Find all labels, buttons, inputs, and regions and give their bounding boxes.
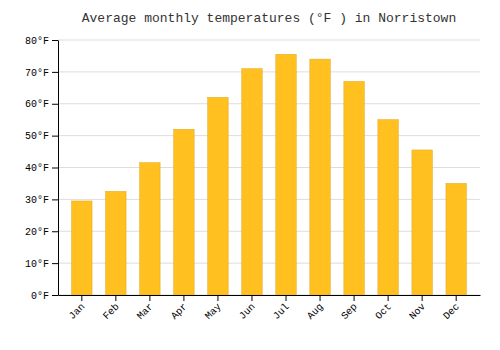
y-tick-label: 40°F [25, 163, 49, 174]
x-tick-label: Apr [169, 301, 190, 322]
x-tick-label: Sep [339, 301, 360, 322]
bar [140, 163, 160, 295]
bar [446, 183, 466, 295]
bar [174, 129, 194, 295]
chart-title: Average monthly temperatures (°F ) in No… [82, 11, 456, 26]
y-tick: 70°F [25, 68, 58, 79]
y-tick: 60°F [25, 99, 58, 110]
x-tick-label: Aug [305, 301, 326, 322]
x-tick-mark [217, 295, 218, 301]
x-tick-mark [81, 295, 82, 301]
x-tick-label: Jul [271, 301, 292, 322]
y-tick-mark [52, 136, 58, 137]
y-tick-label: 70°F [25, 68, 49, 79]
x-tick-mark [251, 295, 252, 301]
y-tick-label: 50°F [25, 131, 49, 142]
y-tick-mark [52, 104, 58, 105]
grid-line [58, 103, 480, 104]
x-tick: Oct [373, 295, 394, 322]
x-tick: Jun [237, 295, 258, 322]
y-tick-mark [52, 199, 58, 200]
x-axis-line [59, 295, 481, 296]
grid-line [58, 71, 480, 72]
y-tick-label: 0°F [31, 291, 49, 302]
x-tick: Mar [135, 295, 156, 322]
x-tick-label: Oct [373, 301, 394, 322]
y-tick: 20°F [25, 227, 58, 238]
bar [208, 97, 228, 295]
x-tick-label: Jan [67, 301, 88, 322]
bar [378, 120, 398, 295]
bar [242, 69, 262, 295]
bar [344, 81, 364, 295]
x-tick-label: Feb [101, 301, 122, 322]
x-tick-mark [149, 295, 150, 301]
y-tick-label: 20°F [25, 227, 49, 238]
y-tick-mark [52, 295, 58, 296]
x-tick: Dec [441, 295, 462, 322]
y-tick: 10°F [25, 259, 58, 270]
y-tick: 80°F [25, 36, 58, 47]
x-tick: May [203, 295, 224, 322]
y-tick-mark [52, 231, 58, 232]
x-tick-label: Mar [135, 301, 156, 322]
x-tick-label: May [203, 301, 224, 322]
x-tick-mark [183, 295, 184, 301]
grid [58, 40, 480, 295]
y-tick-mark [52, 168, 58, 169]
bar [310, 59, 330, 295]
y-tick: 0°F [31, 291, 58, 302]
bar [106, 191, 126, 295]
x-tick-mark [354, 295, 355, 301]
y-tick-label: 60°F [25, 99, 49, 110]
x-tick: Aug [305, 295, 326, 322]
y-tick-mark [52, 40, 58, 41]
bar [72, 201, 92, 295]
x-tick-mark [115, 295, 116, 301]
y-tick-label: 80°F [25, 36, 49, 47]
x-tick: Apr [169, 295, 190, 322]
x-tick: Feb [101, 295, 122, 322]
x-tick: Jan [67, 295, 88, 322]
x-tick: Jul [271, 295, 292, 322]
bar [412, 150, 432, 295]
x-tick-mark [422, 295, 423, 301]
y-tick-label: 30°F [25, 195, 49, 206]
x-tick-label: Dec [441, 301, 462, 322]
bar [276, 54, 296, 295]
y-tick: 40°F [25, 163, 58, 174]
x-tick: Sep [339, 295, 360, 322]
y-tick-label: 10°F [25, 259, 49, 270]
x-tick-mark [388, 295, 389, 301]
y-tick: 50°F [25, 131, 58, 142]
x-tick-mark [456, 295, 457, 301]
grid-line [58, 40, 480, 41]
y-tick: 30°F [25, 195, 58, 206]
chart: Average monthly temperatures (°F ) in No… [0, 0, 500, 350]
x-tick-mark [320, 295, 321, 301]
y-tick-mark [52, 72, 58, 73]
y-tick-mark [52, 263, 58, 264]
x-axis: Jan Feb Mar Apr May Jun Jul Aug Sep Oct Nov Dec [59, 295, 481, 322]
y-axis-line [58, 41, 59, 296]
x-tick-label: Jun [237, 301, 258, 322]
grid-line [58, 135, 480, 136]
x-tick-label: Nov [407, 301, 428, 322]
x-tick: Nov [407, 295, 428, 322]
y-axis: 0°F 10°F 20°F 30°F 40°F 50°F 60°F 70°F 80°F [25, 36, 59, 302]
bars [72, 54, 467, 295]
x-tick-mark [286, 295, 287, 301]
